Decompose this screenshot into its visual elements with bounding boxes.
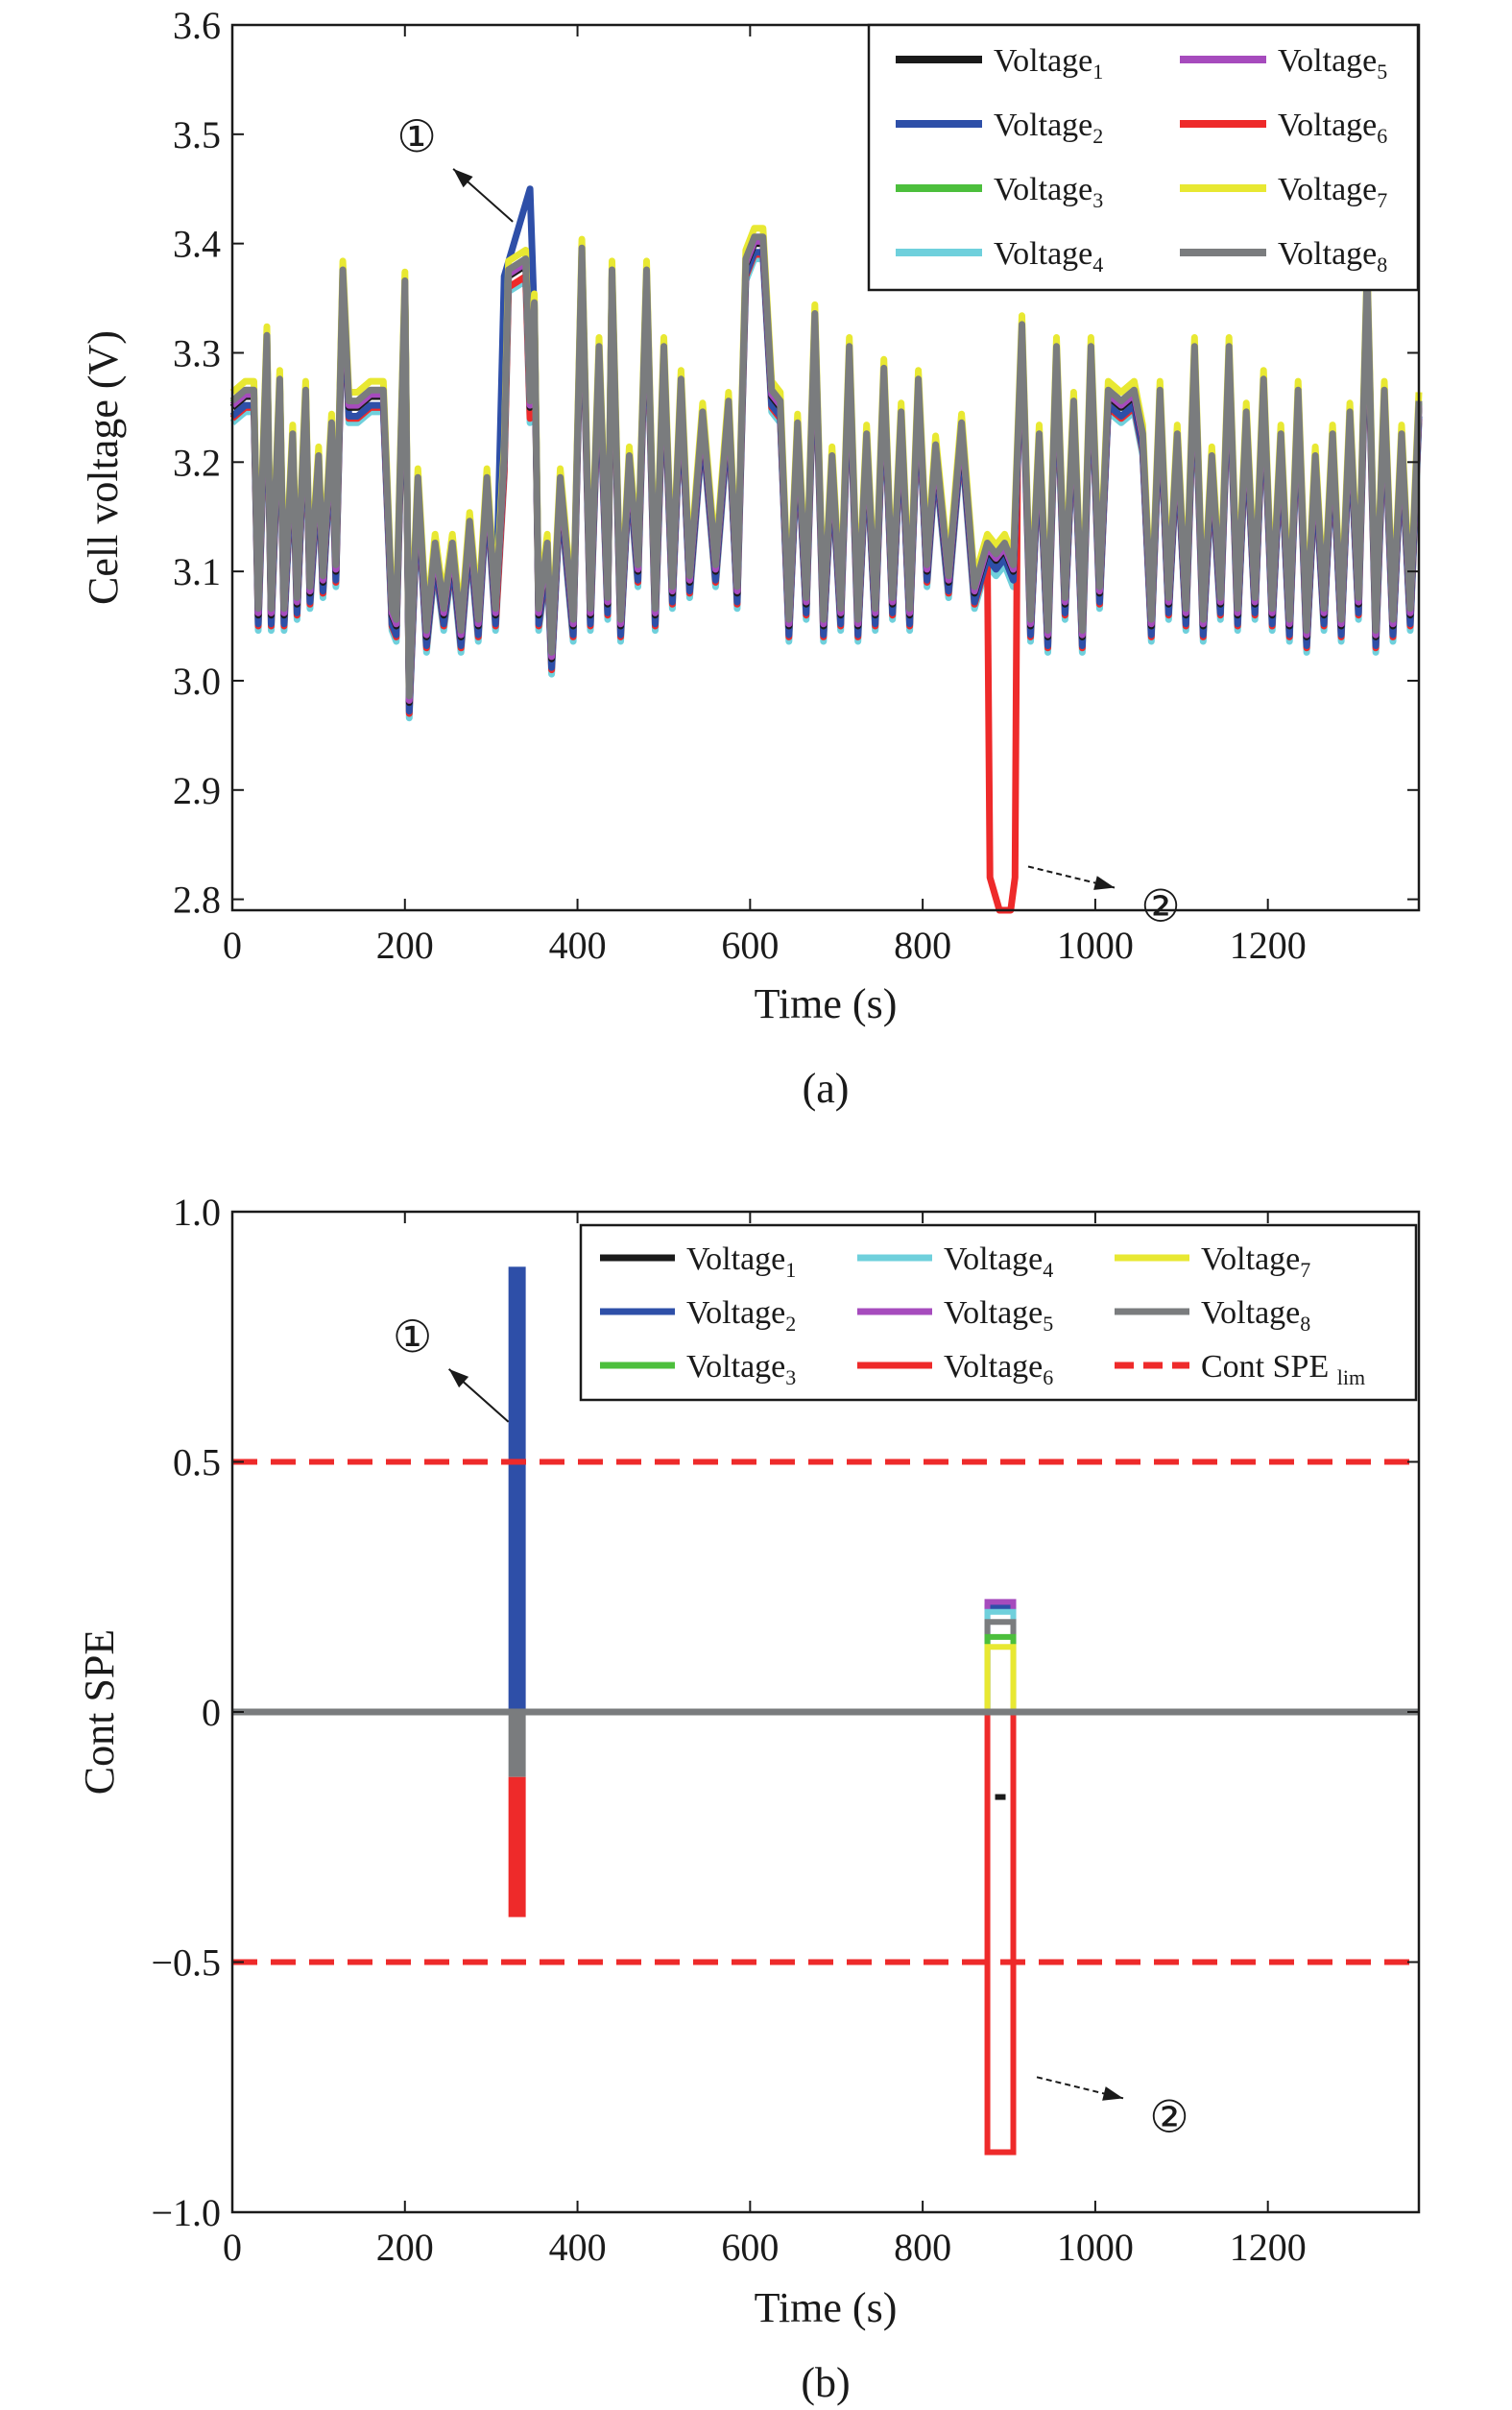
legend-label: Cont SPE lim xyxy=(1201,1349,1365,1389)
y-tick-label: 3.6 xyxy=(173,4,221,47)
chart-a-legend: Voltage1 Voltage2 Voltage3 Voltage4 Voltage5… xyxy=(867,23,1420,292)
annotation-arrow xyxy=(1027,865,1116,889)
fault-bar-voltage-8 xyxy=(508,1712,526,1777)
x-tick-label: 1200 xyxy=(1230,924,1307,967)
chart-b-y-ticks: −1.0 −0.5 0 0.5 1.0 xyxy=(151,1191,1419,2234)
fault-outline-voltage-4 xyxy=(984,1608,1017,1712)
legend-label: Voltage2 xyxy=(686,1295,796,1336)
chart-a-x-ticks: 0 200 400 600 800 1000 1200 xyxy=(223,25,1307,967)
annotation-arrow xyxy=(1036,2076,1124,2100)
chart-a-annotations: ①② xyxy=(397,112,1181,931)
y-tick-label: 3.3 xyxy=(173,331,221,374)
annotation-arrowhead xyxy=(448,1368,469,1388)
legend-label: Voltage7 xyxy=(1278,172,1387,212)
legend-label: Voltage6 xyxy=(1278,108,1387,148)
legend-label: Voltage2 xyxy=(994,108,1103,148)
legend-label: Voltage4 xyxy=(944,1241,1053,1282)
y-tick-label: 3.4 xyxy=(173,223,221,266)
legend-label: Voltage3 xyxy=(686,1349,796,1389)
x-tick-label: 1200 xyxy=(1230,2226,1307,2269)
y-tick-label: −1.0 xyxy=(151,2191,221,2234)
fault-outline-voltage-7 xyxy=(984,1644,1017,1712)
annotation-label: ② xyxy=(1149,2092,1188,2141)
fault-bar-voltage-2 xyxy=(508,1266,526,1712)
chart-panel-a: 0 200 400 600 800 1000 1200 2.8 2.9 3.0 3.1 3.2 3.3… xyxy=(80,4,1423,1112)
y-tick-label: 2.9 xyxy=(173,769,221,812)
chart-a-y-axis-label: Cell voltage (V) xyxy=(80,330,127,605)
y-tick-label: 3.1 xyxy=(173,550,221,593)
x-tick-label: 600 xyxy=(721,924,779,967)
legend-label: Voltage6 xyxy=(944,1349,1053,1389)
chart-a-caption: (a) xyxy=(803,1065,850,1112)
chart-b-series-lines xyxy=(232,1266,1419,2156)
legend-label: Voltage5 xyxy=(944,1295,1053,1336)
legend-label: Voltage1 xyxy=(994,43,1103,84)
x-tick-label: 800 xyxy=(894,2226,951,2269)
chart-a-y-ticks: 2.8 2.9 3.0 3.1 3.2 3.3 3.4 3.5 3.6 xyxy=(173,4,1419,922)
x-tick-label: 400 xyxy=(549,924,607,967)
chart-b-limit-lines xyxy=(232,1458,1419,1965)
legend-label: Voltage1 xyxy=(686,1241,796,1282)
legend-label: Voltage7 xyxy=(1201,1241,1310,1282)
annotation-label: ① xyxy=(393,1313,432,1362)
fault-outline-voltage-5 xyxy=(984,1599,1017,1712)
chart-b-y-axis-label: Cont SPE xyxy=(76,1629,123,1795)
x-tick-label: 600 xyxy=(721,2226,779,2269)
x-tick-label: 0 xyxy=(223,924,242,967)
legend-label: Voltage8 xyxy=(1201,1295,1310,1336)
y-tick-label: 3.0 xyxy=(173,660,221,703)
y-tick-label: 0 xyxy=(202,1691,221,1734)
legend-label: Voltage4 xyxy=(994,236,1103,277)
y-tick-label: 3.2 xyxy=(173,441,221,484)
x-tick-label: 200 xyxy=(376,2226,434,2269)
y-tick-label: 1.0 xyxy=(173,1191,221,1234)
chart-a-series-lines xyxy=(229,185,1423,914)
chart-panel-b: 0 200 400 600 800 1000 1200 −1.0 −0.5 0 0.5 1.0 Vo… xyxy=(76,1191,1421,2406)
y-tick-label: 2.8 xyxy=(173,879,221,922)
annotation-arrowhead xyxy=(453,168,473,188)
chart-b-legend: Voltage1 Voltage2 Voltage3 Voltage4 Voltage5… xyxy=(579,1223,1418,1402)
chart-a-plot-frame xyxy=(230,23,1421,912)
series-line-voltage-8 xyxy=(229,233,1423,700)
annotation-label: ② xyxy=(1140,881,1180,930)
x-tick-label: 800 xyxy=(894,924,951,967)
legend-label: Voltage8 xyxy=(1278,236,1387,277)
x-tick-label: 400 xyxy=(549,2226,607,2269)
chart-b-x-ticks: 0 200 400 600 800 1000 1200 xyxy=(223,1212,1307,2269)
annotation-arrowhead xyxy=(1093,876,1116,890)
annotation-label: ① xyxy=(397,112,437,161)
x-tick-label: 1000 xyxy=(1057,2226,1134,2269)
legend-label: Voltage5 xyxy=(1278,43,1387,84)
y-tick-label: −0.5 xyxy=(151,1941,221,1985)
x-tick-label: 0 xyxy=(223,2226,242,2269)
y-tick-label: 3.5 xyxy=(173,113,221,157)
legend-box xyxy=(867,23,1420,292)
y-tick-label: 0.5 xyxy=(173,1441,221,1484)
fault-bar-voltage-6 xyxy=(508,1776,526,1917)
annotation-arrowhead xyxy=(1102,2086,1124,2101)
fault-outline-voltage-6 xyxy=(984,1712,1017,2156)
chart-a-x-axis-label: Time (s) xyxy=(755,980,898,1027)
x-tick-label: 1000 xyxy=(1057,924,1134,967)
legend-label: Voltage3 xyxy=(994,172,1103,212)
chart-b-annotations: ①② xyxy=(393,1313,1189,2142)
x-tick-label: 200 xyxy=(376,924,434,967)
chart-b-caption: (b) xyxy=(801,2359,850,2406)
legend-box xyxy=(579,1223,1418,1402)
chart-b-x-axis-label: Time (s) xyxy=(755,2284,898,2331)
